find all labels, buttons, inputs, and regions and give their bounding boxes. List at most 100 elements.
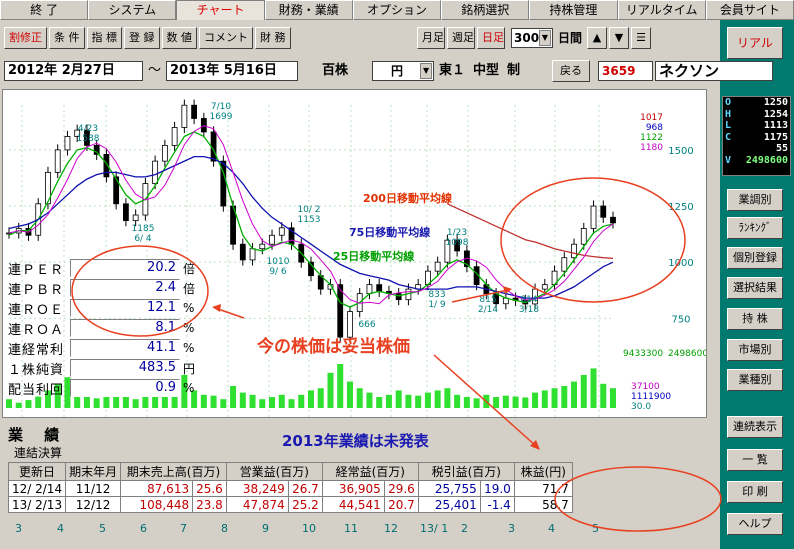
volume-bar — [230, 386, 237, 408]
side-button-8[interactable]: 一 覧 — [727, 449, 783, 471]
table-cell: 71.7 — [513, 480, 573, 497]
side-button-10[interactable]: ヘルプ — [727, 513, 783, 535]
legend-price: 1017 — [640, 113, 663, 123]
side-button-5[interactable]: 市場別 — [727, 339, 783, 361]
toolbar-button-2[interactable]: 指 標 — [86, 27, 122, 49]
fund-label: 連ＰＢＲ — [8, 282, 65, 298]
toolbar-button-1[interactable]: 条 件 — [49, 27, 85, 49]
month-label: 8 — [221, 522, 228, 535]
fund-unit: % — [183, 381, 195, 395]
volume-bar — [415, 395, 422, 408]
price-axis-label: 1250 — [668, 202, 693, 213]
volume-bar — [541, 390, 548, 408]
side-button-2[interactable]: 個別登録 — [727, 247, 783, 269]
volume-bar — [269, 397, 276, 408]
side-button-9[interactable]: 印 刷 — [727, 481, 783, 503]
system-label: 制 — [507, 63, 521, 78]
toolbar-button-3[interactable]: 登 録 — [124, 27, 160, 49]
code-field[interactable]: 3659 — [598, 61, 654, 81]
price-axis-label: 1000 — [668, 258, 693, 269]
menu-tab-2[interactable]: チャート — [176, 0, 265, 20]
fund-row: 連ＲＯＥ 12.1% — [8, 298, 198, 318]
candle-body — [152, 160, 159, 184]
performance-subheading: 連結決算 — [14, 446, 63, 460]
peak-date: 4/23 — [78, 124, 98, 134]
start-date-field[interactable]: 2012年 2月27日 — [4, 61, 143, 81]
candle-body — [259, 243, 266, 250]
toolbar-button-5[interactable]: コメント — [199, 27, 253, 49]
month-label: 7 — [180, 522, 187, 535]
volume-bar — [551, 388, 558, 408]
table-header: 期末年月 — [65, 462, 122, 481]
menu-tab-7[interactable]: リアルタイム — [617, 0, 706, 20]
table-cell: 38,249 — [225, 480, 289, 497]
toolbar-button-4[interactable]: 数 値 — [161, 27, 197, 49]
ohlc-row: H 1254 — [723, 109, 790, 121]
legend-price: 1180 — [640, 143, 663, 153]
peak-date: 10/ 2 — [297, 205, 320, 215]
ohlc-value: 1175 — [763, 131, 788, 143]
table-header: 株益(円) — [513, 462, 573, 481]
fund-unit: % — [183, 341, 195, 355]
side-button-1[interactable]: ﾗﾝｷﾝｸﾞ — [727, 217, 783, 239]
menu-tab-8[interactable]: 会員サイト — [705, 0, 794, 20]
ohlc-panel: O 1250 H 1254 L 1113 C 1175 55 V 2498600 — [722, 96, 791, 176]
volume-bar — [249, 394, 256, 408]
fundamentals-panel: 連ＰＥＲ 20.2 倍連ＰＢＲ 2.4 倍連ＲＯＥ 12.1% 連ＲＯＡ 8.1% 連経常利 41… — [8, 258, 198, 398]
days-select[interactable]: 300 ▼ — [511, 28, 553, 48]
trough-date: 9/ 6 — [269, 267, 287, 277]
menu-tab-1[interactable]: システム — [88, 0, 177, 20]
candle-body — [181, 104, 188, 128]
fund-value: 0.9 — [70, 379, 180, 397]
fund-row: 連経常利 41.1% — [8, 338, 198, 358]
side-button-6[interactable]: 業種別 — [727, 369, 783, 391]
menu-tab-5[interactable]: 銘柄選択 — [441, 0, 530, 20]
toolbar-button-0[interactable]: 割修正 — [4, 27, 47, 49]
period-button-0[interactable]: 月足 — [417, 27, 445, 49]
scroll-down-button[interactable]: ▼ — [609, 27, 630, 49]
ohlc-key: H — [725, 108, 732, 120]
menu-tab-6[interactable]: 持株管理 — [529, 0, 618, 20]
end-date-field[interactable]: 2013年 5月16日 — [166, 61, 299, 81]
toolbar-button-6[interactable]: 財 務 — [255, 27, 291, 49]
realtime-button[interactable]: リアル — [727, 27, 783, 59]
period-button-1[interactable]: 週足 — [447, 27, 475, 49]
menu-tab-4[interactable]: オプション — [352, 0, 442, 20]
side-button-4[interactable]: 持 株 — [727, 308, 783, 330]
menu-tab-0[interactable]: 終 了 — [0, 0, 89, 20]
candle-body — [561, 257, 568, 272]
volume-bar — [152, 392, 159, 408]
menu-tab-3[interactable]: 財務・業績 — [264, 0, 353, 20]
table-cell: 25,401 — [417, 496, 481, 513]
candle-body — [64, 136, 71, 151]
back-button[interactable]: 戻る — [552, 60, 591, 82]
table-cell: 44,541 — [321, 496, 385, 513]
currency-select[interactable]: 円 ▼ — [372, 61, 435, 81]
volume-bar — [103, 397, 110, 408]
table-header: 経常益(百万) — [321, 462, 419, 481]
fund-row: 連ＲＯＡ 8.1% — [8, 318, 198, 338]
menu-icon[interactable]: ☰ — [631, 27, 652, 49]
period-toolbar: 月足 週足 日足 300 ▼ 日間 ▲ ▼ ☰ — [417, 27, 652, 49]
peak-date: 7/10 — [211, 102, 231, 112]
table-cell: 11/12 — [65, 480, 122, 497]
table-header: 営業益(百万) — [225, 462, 323, 481]
side-button-3[interactable]: 選択結果 — [727, 277, 783, 299]
period-button-2[interactable]: 日足 — [477, 27, 505, 49]
volume-bar — [210, 395, 217, 408]
table-cell: 12/12 — [65, 496, 122, 513]
volume-bar — [298, 394, 305, 408]
fund-label: 連ＰＥＲ — [8, 262, 65, 278]
scroll-up-button[interactable]: ▲ — [587, 27, 608, 49]
trough-price: 833 — [428, 290, 445, 300]
candle-body — [610, 216, 616, 224]
candle-body — [571, 243, 577, 259]
side-button-0[interactable]: 業調別 — [727, 189, 783, 211]
side-button-7[interactable]: 連続表示 — [727, 416, 783, 438]
volume-bar — [161, 386, 168, 408]
fund-row: １株純資 483.5 円 — [8, 358, 198, 378]
volume-label: 2498600 — [668, 349, 707, 359]
ohlc-value: 1113 — [763, 120, 788, 132]
volume-bar — [522, 397, 529, 408]
month-label: 4 — [57, 522, 64, 535]
